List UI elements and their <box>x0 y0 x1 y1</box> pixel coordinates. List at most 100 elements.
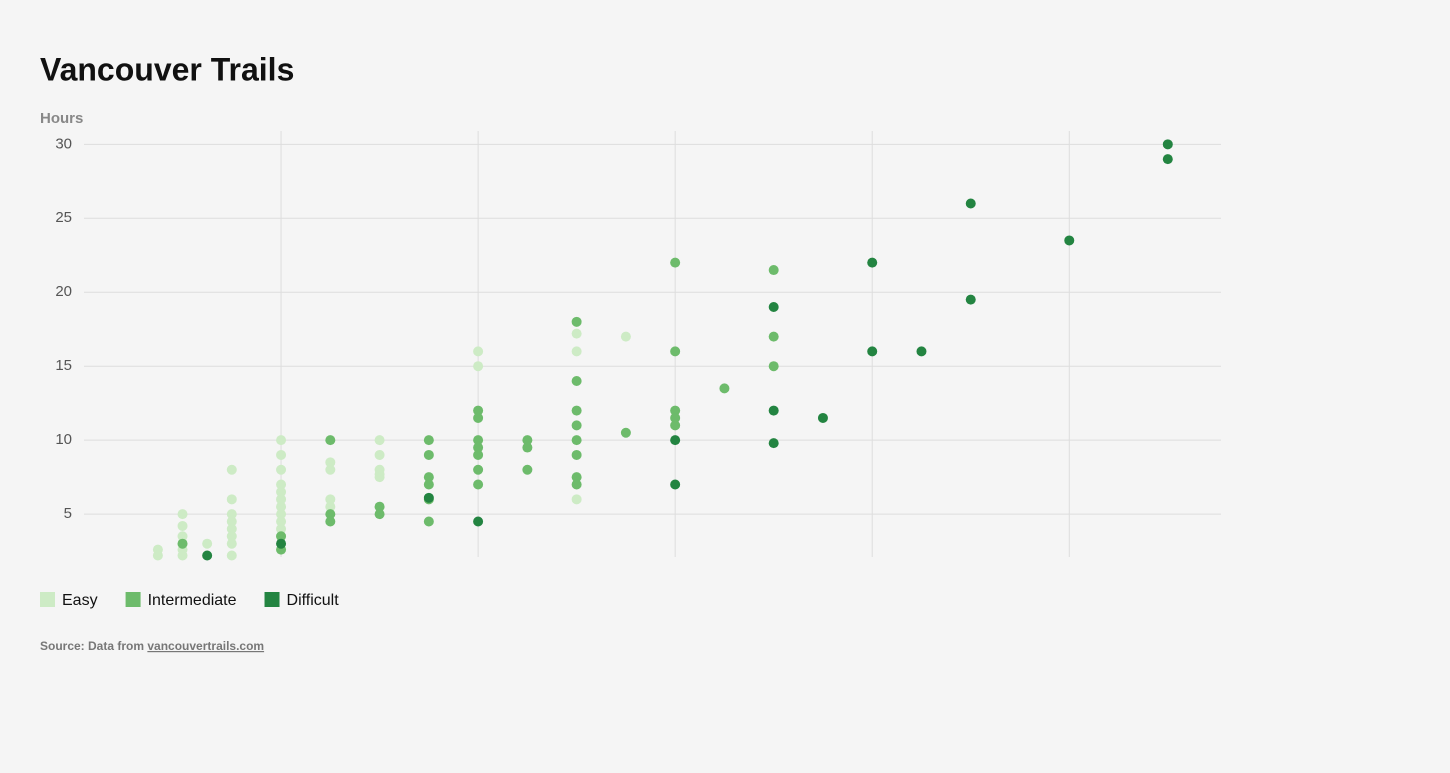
point <box>325 494 336 505</box>
point <box>276 464 287 475</box>
point <box>276 509 287 520</box>
point <box>423 449 434 460</box>
point <box>276 501 287 512</box>
point <box>670 405 681 416</box>
point <box>177 509 188 520</box>
point <box>276 486 287 497</box>
point <box>473 405 484 416</box>
point <box>226 494 237 505</box>
point <box>177 550 188 561</box>
point <box>374 472 385 483</box>
legend-swatch <box>125 592 141 607</box>
point <box>276 531 287 542</box>
y-tick-label: 30 <box>55 135 72 152</box>
point <box>522 464 533 475</box>
point <box>423 472 434 483</box>
point <box>325 435 336 446</box>
chart-title: Vancouver Trails <box>40 51 294 87</box>
point <box>226 538 237 549</box>
y-tick-label: 15 <box>55 357 72 374</box>
point <box>423 516 434 527</box>
point <box>571 346 582 357</box>
point <box>1064 235 1075 246</box>
point <box>423 435 434 446</box>
point <box>1162 139 1173 150</box>
y-tick-label: 25 <box>55 209 72 226</box>
point <box>276 494 287 505</box>
point <box>226 516 237 527</box>
point <box>276 516 287 527</box>
point <box>522 435 533 446</box>
point <box>817 412 828 423</box>
point <box>768 361 779 372</box>
legend-swatch <box>40 592 55 607</box>
point <box>916 346 927 357</box>
point <box>177 538 188 549</box>
point <box>473 435 484 446</box>
point <box>202 550 213 561</box>
y-axis-label: Hours <box>40 110 83 127</box>
point <box>473 449 484 460</box>
point <box>226 464 237 475</box>
source: Source: Data from vancouvertrails.com <box>40 639 264 653</box>
point <box>571 328 582 339</box>
source-prefix: Source: Data from <box>40 639 144 653</box>
point <box>670 479 681 490</box>
legend-swatch <box>264 592 280 607</box>
point <box>670 412 681 423</box>
y-tick-label: 5 <box>64 505 72 522</box>
point <box>226 531 237 542</box>
point <box>1162 154 1173 165</box>
point <box>276 449 287 460</box>
point <box>867 346 878 357</box>
point <box>325 509 336 520</box>
point <box>473 516 484 527</box>
point <box>325 501 336 512</box>
point <box>473 361 484 372</box>
point <box>670 435 681 446</box>
point <box>177 531 188 542</box>
point <box>202 538 213 549</box>
point <box>571 316 582 327</box>
point <box>152 550 163 561</box>
point <box>867 257 878 268</box>
point <box>325 464 336 475</box>
point <box>226 509 237 520</box>
point <box>374 435 385 446</box>
point <box>571 420 582 431</box>
point <box>670 346 681 357</box>
point <box>276 523 287 534</box>
point <box>325 516 336 527</box>
legend-label: Difficult <box>287 592 340 609</box>
point <box>473 442 484 453</box>
point <box>571 435 582 446</box>
point <box>423 479 434 490</box>
point <box>177 520 188 531</box>
point <box>571 375 582 386</box>
point <box>571 405 582 416</box>
point <box>571 494 582 505</box>
point <box>276 479 287 490</box>
point <box>670 420 681 431</box>
point <box>374 501 385 512</box>
point <box>473 346 484 357</box>
point <box>571 449 582 460</box>
point <box>620 427 631 438</box>
point <box>276 435 287 446</box>
point <box>670 257 681 268</box>
point <box>325 457 336 468</box>
point <box>768 331 779 342</box>
point <box>374 509 385 520</box>
source-link[interactable]: vancouvertrails.com <box>147 639 264 653</box>
point <box>522 442 533 453</box>
point <box>226 550 237 561</box>
point <box>374 449 385 460</box>
point <box>473 464 484 475</box>
point <box>768 302 779 313</box>
point <box>965 294 976 305</box>
point <box>571 479 582 490</box>
point <box>571 472 582 483</box>
y-tick-label: 10 <box>55 431 72 448</box>
point <box>473 412 484 423</box>
